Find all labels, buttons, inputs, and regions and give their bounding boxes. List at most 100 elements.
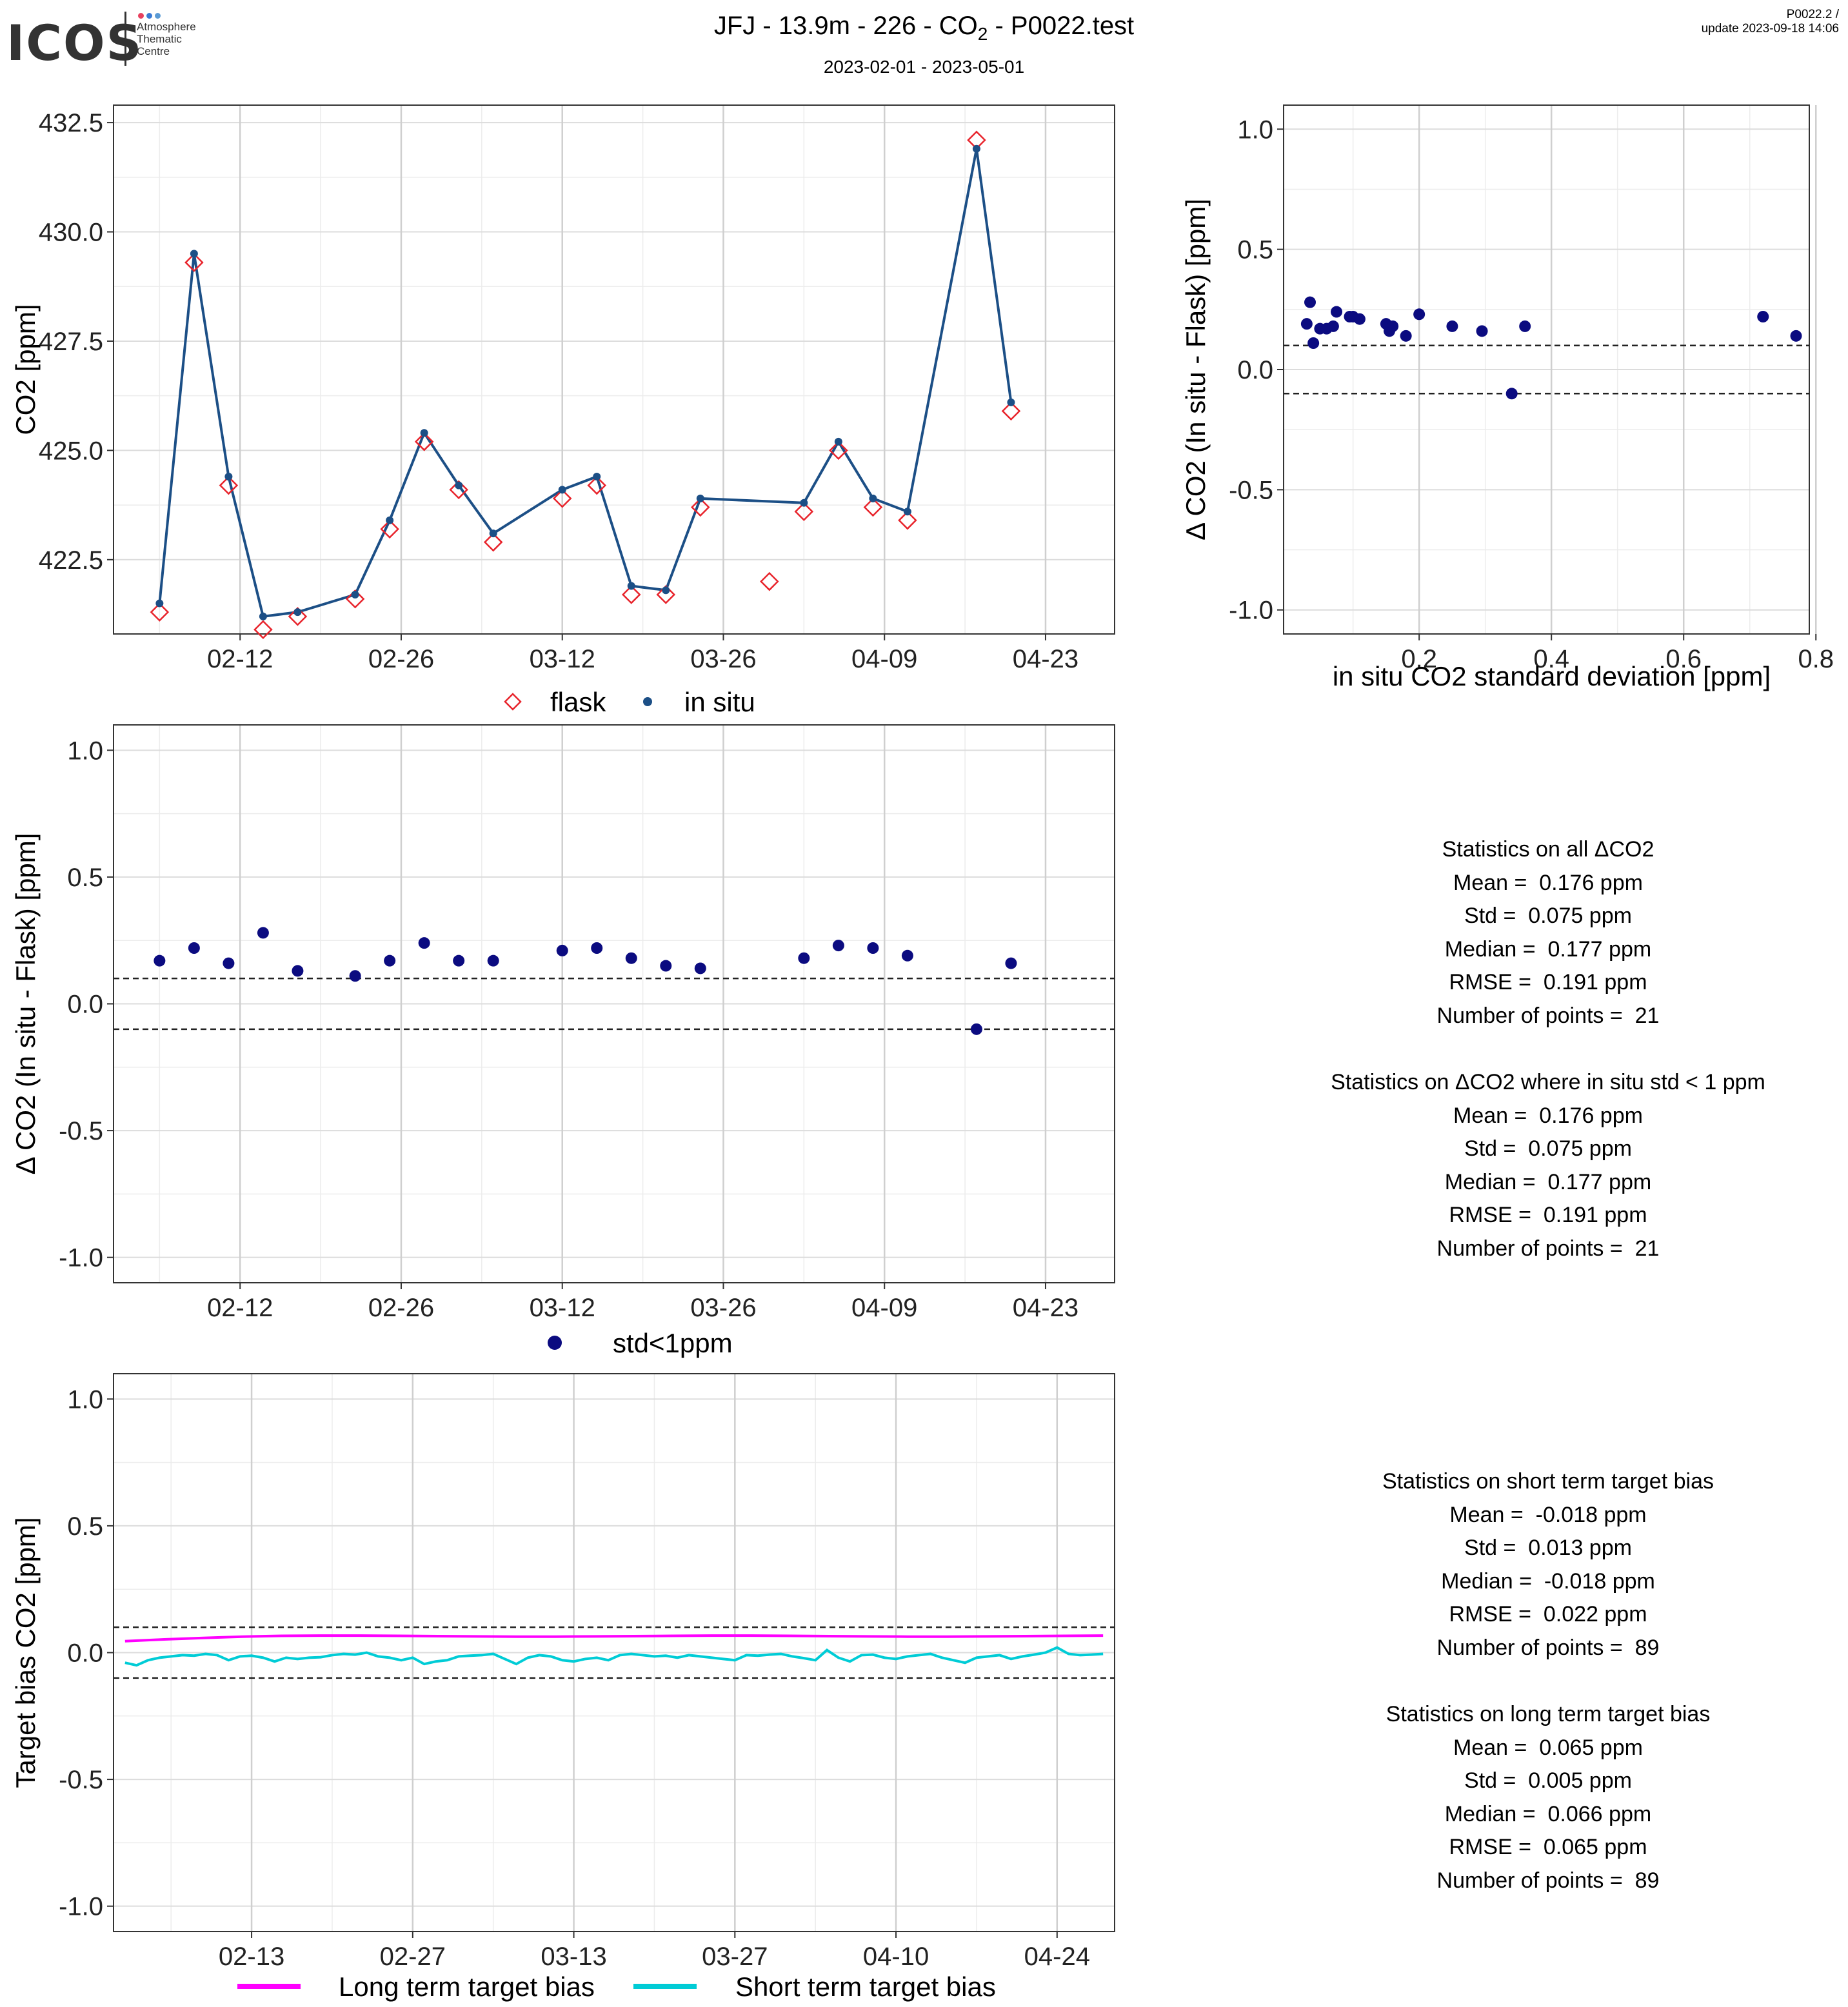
insitu-marker [558, 486, 566, 494]
x-tick-label: 04-09 [851, 1294, 917, 1322]
x-tick-label: 0.8 [1798, 645, 1834, 673]
stats-std: Std = 0.013 ppm [1464, 1536, 1632, 1560]
insitu-marker [351, 591, 359, 599]
legend-insitu-label: in situ [684, 687, 755, 717]
y-tick-label: -0.5 [59, 1766, 103, 1794]
page-title: JFJ - 13.9m - 226 - CO2 - P0022.test [0, 12, 1848, 44]
insitu-marker [834, 437, 842, 446]
long-term-bias-line [124, 1634, 1104, 1643]
stats-median: Median = 0.177 ppm [1444, 1169, 1652, 1194]
stats-count: Number of points = 89 [1436, 1635, 1660, 1660]
flask-marker [760, 571, 779, 591]
plot-border [113, 724, 1115, 1283]
delta-point [798, 952, 810, 964]
stats-mean: Mean = 0.176 ppm [1453, 1103, 1643, 1128]
plot-border [1283, 104, 1810, 635]
flask-marker [691, 497, 710, 517]
y-tick-label: -0.5 [59, 1117, 103, 1145]
scatter_std-panel: -1.0 -0.5 0.0 0.5 1.0 0.2 0.4 0.6 0.8 Δ CO2 (In s… [1180, 104, 1834, 691]
stats-count: Number of points = 21 [1436, 1003, 1660, 1028]
delta-point [1476, 325, 1488, 337]
x-tick-label: 04-24 [1024, 1943, 1090, 1971]
delta-point [418, 937, 430, 949]
stats-std: Std = 0.075 ppm [1464, 1136, 1632, 1161]
legend-flask-label: flask [550, 687, 606, 717]
legend-long-term-label: Long term target bias [339, 1972, 595, 2002]
logo-subtitle: Atmosphere Thematic Centre [137, 21, 196, 57]
delta-point [970, 1023, 982, 1035]
x-tick-label: 03-26 [690, 1294, 756, 1322]
delta-point [625, 952, 637, 964]
logo-dot-1 [138, 13, 144, 19]
flask-marker [150, 602, 170, 622]
stats-median: Median = 0.066 ppm [1444, 1801, 1652, 1826]
insitu-marker [696, 494, 704, 502]
stats-count: Number of points = 21 [1436, 1236, 1660, 1261]
logo-dots [138, 10, 163, 22]
x-tick-label: 02-27 [380, 1943, 446, 1971]
delta-point [349, 970, 361, 982]
delta-point [832, 940, 844, 952]
delta-point [1400, 330, 1412, 342]
insitu-marker [386, 516, 394, 524]
x-tick-label: 04-23 [1013, 645, 1078, 673]
x-tick-label: 02-12 [207, 1294, 273, 1322]
y-tick-label: -1.0 [59, 1893, 103, 1921]
y-tick-label: 0.5 [67, 864, 103, 892]
x-tick-label: 02-13 [219, 1943, 284, 1971]
y-tick-label: 0.0 [67, 1639, 103, 1668]
delta-point [1300, 318, 1313, 330]
flask-marker [414, 432, 434, 451]
delta-point [660, 960, 672, 972]
insitu-marker [869, 494, 877, 502]
delta-point [487, 954, 499, 967]
delta-point [154, 954, 166, 967]
y-tick-label: 0.0 [1237, 356, 1273, 384]
delta-point [188, 942, 200, 954]
target_bias-panel: -1.0 -0.5 0.0 0.5 1.0 02-13 02-27 03-13 03-27 04-… [10, 1373, 1115, 2002]
delta_time-panel: -1.0 -0.5 0.0 0.5 1.0 02-12 02-26 03-12 03-26 04-… [10, 724, 1115, 1358]
logo-sub-line-3: Centre [137, 45, 170, 57]
update-line: update 2023-09-18 14:06 [1701, 22, 1839, 35]
timeseries-panel: 422.5 425.0 427.5 430.0 432.5 02-12 02-26 03-12… [10, 104, 1115, 717]
delta-point [1446, 320, 1458, 332]
delta-point [694, 962, 706, 974]
y-tick-label: -1.0 [59, 1244, 103, 1272]
insitu-marker [420, 429, 428, 437]
flask-marker [794, 502, 814, 522]
flask-marker [219, 475, 239, 495]
delta-point [384, 954, 396, 967]
insitu-marker [1007, 398, 1015, 406]
version-info: P0022.2 / update 2023-09-18 14:06 [1702, 8, 1839, 36]
flask-marker [829, 440, 848, 460]
flask-marker [863, 497, 883, 517]
flask-marker [288, 607, 308, 626]
delta-point [1505, 388, 1518, 400]
insitu-marker [224, 473, 233, 481]
delta-point [1331, 306, 1343, 318]
flask-marker [656, 585, 676, 604]
stats-mean: Mean = -0.018 ppm [1449, 1502, 1647, 1527]
flask-marker [898, 511, 917, 530]
delta-point [1413, 308, 1426, 321]
stats-median: Median = 0.177 ppm [1444, 936, 1652, 962]
title-prefix: JFJ - 13.9m - 226 - CO [713, 12, 978, 40]
y-tick-label: 0.5 [1237, 236, 1273, 264]
legend-std-key [548, 1336, 562, 1350]
stats-title: Statistics on all ΔCO2 [1442, 837, 1654, 862]
insitu-marker [455, 481, 463, 489]
stats-title: Statistics on short term target bias [1382, 1469, 1714, 1494]
version-line: P0022.2 / [1786, 8, 1839, 21]
short-term-bias-line [124, 1646, 1104, 1667]
delta-point [453, 954, 465, 967]
y-tick-label: 0.0 [67, 991, 103, 1019]
stats-all-delta: Statistics on all ΔCO2 Mean = 0.176 ppm … [1284, 833, 1813, 1033]
insitu-marker [903, 508, 911, 516]
insitu-marker [489, 529, 497, 538]
legend-std-label: std<1ppm [613, 1328, 733, 1358]
flask-marker [253, 620, 273, 639]
y-tick-label: 0.5 [67, 1512, 103, 1541]
insitu-marker [593, 473, 601, 481]
delta-point [1327, 320, 1339, 332]
y-tick-label: 432.5 [39, 109, 103, 137]
